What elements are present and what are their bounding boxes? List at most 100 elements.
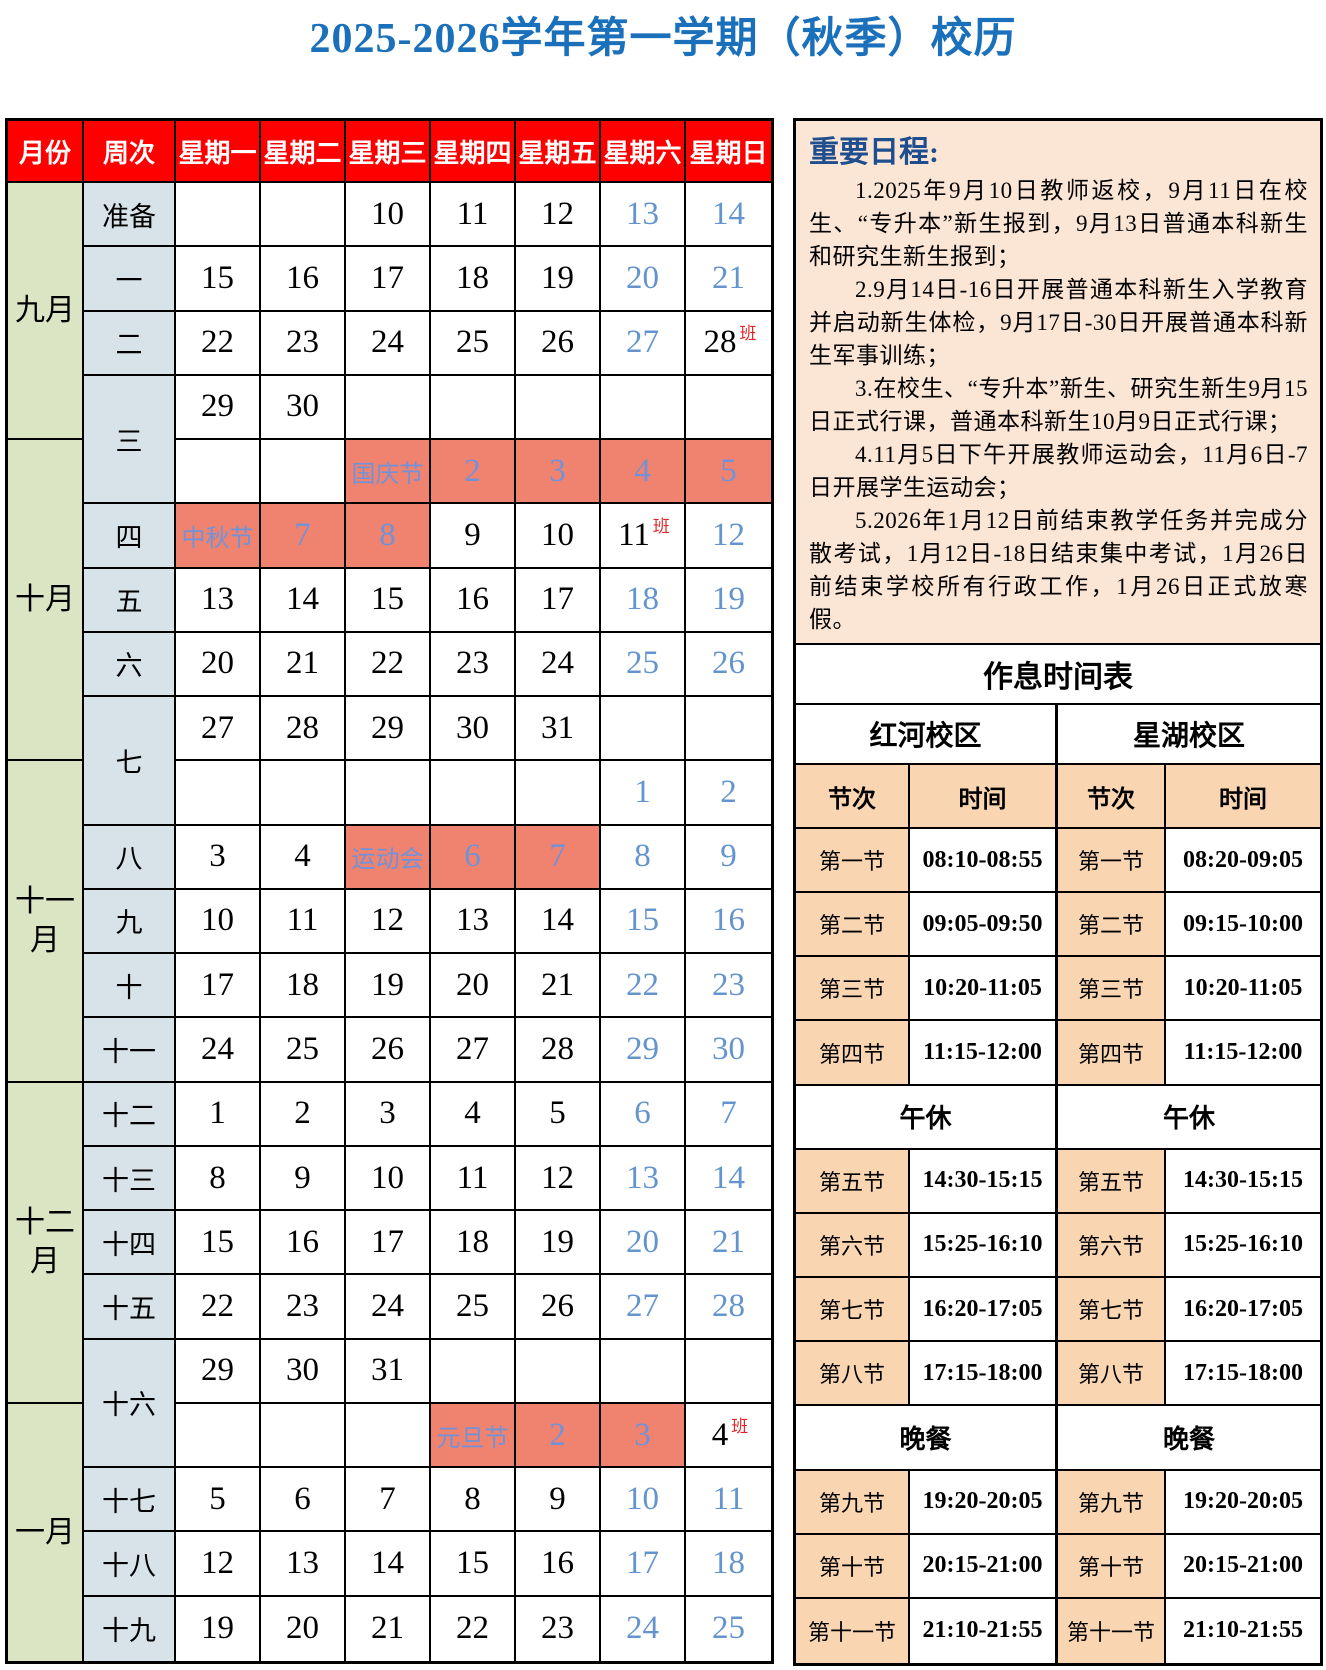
timetable-time-cell: 14:30-15:15 [910, 1149, 1058, 1214]
day-number: 27 [626, 1288, 659, 1325]
calendar-day-cell: 26 [516, 1275, 601, 1340]
calendar-day-cell: 10 [176, 889, 261, 955]
calendar-day-cell: 25 [261, 1018, 346, 1083]
calendar-day-cell: 31 [346, 1339, 431, 1404]
campus-name: 红河校区 [796, 705, 1058, 765]
calendar-day-cell: 19 [516, 247, 601, 312]
day-number: 6 [294, 1480, 311, 1517]
calendar-day-cell: 23 [516, 1596, 601, 1661]
calendar-empty-cell [601, 697, 686, 762]
day-number: 2 [549, 1416, 566, 1453]
day-number: 9 [549, 1480, 566, 1517]
calendar-day-cell: 17 [601, 1532, 686, 1597]
day-number: 12 [712, 516, 745, 553]
calendar-day-cell: 3 [601, 1403, 686, 1469]
day-number: 10 [541, 516, 574, 553]
day-number: 21 [712, 259, 745, 296]
calendar-week-label: 四 [84, 504, 176, 569]
calendar-day-cell: 5 [516, 1082, 601, 1147]
day-number: 18 [456, 1223, 489, 1260]
day-number: 国庆节 [351, 461, 424, 488]
calendar-day-cell: 18 [431, 1211, 516, 1276]
calendar-day-cell: 29 [346, 697, 431, 762]
calendar-week-label: 十三 [84, 1146, 176, 1212]
day-number: 4 [294, 838, 311, 875]
important-schedule-heading: 重要日程: [809, 136, 939, 169]
calendar-header-6: 星期四 [431, 121, 516, 183]
day-number: 25 [456, 1288, 489, 1325]
day-number: 元旦节 [436, 1425, 509, 1452]
important-schedule-item: 4.11月5日下午开展教师运动会，11月6日-7日开展学生运动会； [809, 442, 1308, 500]
day-number: 14 [371, 1545, 404, 1582]
day-number: 18 [712, 1545, 745, 1582]
calendar-day-cell: 16 [686, 889, 771, 955]
calendar-header-8: 星期六 [601, 121, 686, 183]
calendar-day-cell: 25 [431, 311, 516, 376]
day-number: 2 [294, 1095, 311, 1132]
day-number: 18 [286, 966, 319, 1003]
day-number: 7 [549, 838, 566, 875]
workday-badge: 班 [739, 324, 757, 344]
calendar-day-cell: 20 [261, 1596, 346, 1661]
day-number: 8 [209, 1159, 226, 1196]
day-number: 22 [626, 966, 659, 1003]
calendar-day-cell: 21 [516, 954, 601, 1019]
day-number: 22 [371, 645, 404, 682]
timetable-time-cell: 11:15-12:00 [910, 1021, 1058, 1086]
day-number: 18 [456, 259, 489, 296]
day-number: 23 [286, 324, 319, 361]
day-number: 30 [456, 709, 489, 746]
day-number: 4 [464, 1095, 481, 1132]
workday-badge: 班 [731, 1416, 749, 1436]
day-number: 19 [712, 581, 745, 618]
calendar-day-cell: 8 [601, 825, 686, 890]
calendar-day-cell: 18 [601, 568, 686, 633]
day-number: 19 [541, 1223, 574, 1260]
calendar-day-cell: 24 [176, 1018, 261, 1083]
calendar-day-cell: 12 [176, 1532, 261, 1597]
day-number: 16 [456, 581, 489, 618]
calendar-day-cell: 18 [431, 247, 516, 312]
timetable-column-header: 节次 [796, 765, 910, 829]
day-number: 30 [286, 1352, 319, 1389]
calendar-week-label: 十 [84, 954, 176, 1019]
calendar-day-cell: 7 [686, 1082, 771, 1147]
workday-badge: 班 [652, 516, 670, 536]
day-number: 19 [201, 1610, 234, 1647]
important-schedule-list: 1.2025年9月10日教师返校，9月11日在校生、“专升本”新生报到，9月13… [809, 174, 1308, 636]
day-number: 13 [626, 1159, 659, 1196]
day-number: 23 [286, 1288, 319, 1325]
calendar-week-label: 十八 [84, 1532, 176, 1597]
timetable-period-cell: 第九节 [796, 1470, 910, 1535]
day-number: 13 [456, 902, 489, 939]
day-number: 19 [371, 966, 404, 1003]
day-number: 31 [541, 709, 574, 746]
calendar-week-label: 一 [84, 247, 176, 312]
timetable-period-cell: 第二节 [1058, 893, 1166, 958]
calendar-day-cell: 13 [176, 568, 261, 633]
day-number: 4 [634, 452, 651, 489]
day-number: 21 [541, 966, 574, 1003]
calendar-week-label: 七 [84, 697, 176, 826]
calendar-day-cell: 31 [516, 697, 601, 762]
day-number: 24 [626, 1610, 659, 1647]
day-number: 14 [286, 581, 319, 618]
calendar-empty-cell [601, 1339, 686, 1404]
calendar-day-cell: 24 [516, 632, 601, 698]
timetable-period-cell: 第一节 [796, 829, 910, 894]
calendar-day-cell: 10 [601, 1468, 686, 1533]
calendar-day-cell: 15 [431, 1532, 516, 1597]
calendar-day-cell: 24 [346, 311, 431, 376]
timetable-period-cell: 第二节 [796, 893, 910, 958]
calendar-day-cell: 16 [431, 568, 516, 633]
calendar-day-cell: 7 [346, 1468, 431, 1533]
day-number: 12 [201, 1545, 234, 1582]
day-number: 20 [626, 1223, 659, 1260]
timetable-title: 作息时间表 [796, 645, 1320, 705]
calendar-week-label: 八 [84, 825, 176, 890]
calendar-day-cell: 13 [261, 1532, 346, 1597]
calendar-week-label: 准备 [84, 183, 176, 248]
calendar-week-label: 十四 [84, 1211, 176, 1276]
day-number: 25 [286, 1031, 319, 1068]
calendar-header-7: 星期五 [516, 121, 601, 183]
